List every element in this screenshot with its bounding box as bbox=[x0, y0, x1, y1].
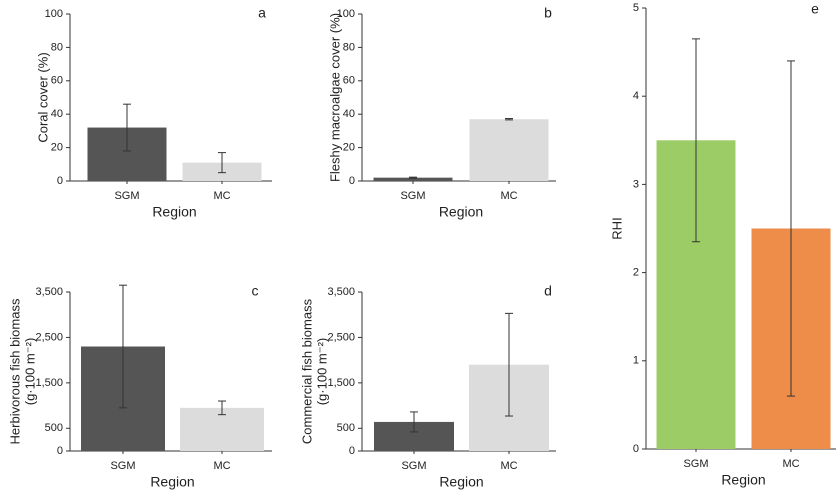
y-axis-label: Coral cover (%) bbox=[35, 52, 50, 142]
y-tick-label: 40 bbox=[51, 108, 63, 120]
panel-label: d bbox=[544, 283, 552, 299]
panel: 0 500 1,500 2,500 3,500 Herbivorous fish biom… bbox=[7, 283, 272, 490]
x-axis-label: Region bbox=[439, 474, 483, 490]
y-tick-label: 60 bbox=[343, 75, 355, 87]
y-tick-label: 20 bbox=[343, 142, 355, 154]
y-tick-label: 0 bbox=[349, 175, 355, 187]
y-tick-label: 2,500 bbox=[35, 331, 63, 343]
y-tick-label: 2 bbox=[633, 267, 639, 279]
y-axis-label: RHI bbox=[609, 217, 624, 239]
panel-label: c bbox=[252, 283, 259, 299]
y-tick-label: 0 bbox=[57, 175, 63, 187]
panel-label: a bbox=[258, 5, 266, 21]
y-tick-label: 40 bbox=[343, 108, 355, 120]
panel: 0 500 1,500 2,500 3,500 Commercial fish bioma… bbox=[299, 283, 556, 490]
x-tick-label: SGM bbox=[114, 190, 139, 202]
x-tick-label: MC bbox=[213, 460, 230, 472]
y-axis-label: Fleshy macroalgae cover (%) bbox=[327, 13, 342, 182]
y-axis-label: Herbivorous fish biomass bbox=[7, 298, 22, 444]
y-tick-label: 500 bbox=[45, 422, 63, 434]
y-tick-label: 3,500 bbox=[327, 286, 355, 298]
y-tick-label: 100 bbox=[45, 8, 63, 20]
y-tick-label: 0 bbox=[349, 445, 355, 457]
y-tick-label: 3 bbox=[633, 178, 639, 190]
y-tick-label: 60 bbox=[51, 75, 63, 87]
y-tick-label: 3,500 bbox=[35, 286, 63, 298]
x-tick-label: SGM bbox=[401, 460, 426, 472]
x-tick-label: MC bbox=[213, 190, 230, 202]
y-tick-label: 20 bbox=[51, 142, 63, 154]
x-tick-label: MC bbox=[782, 458, 799, 470]
y-tick-label: 80 bbox=[51, 41, 63, 53]
y-tick-label: 500 bbox=[337, 422, 355, 434]
panel-label: b bbox=[544, 5, 552, 21]
panel: 0 20 40 60 80 100 Coral cover (%) Region a SGM MC bbox=[35, 5, 272, 220]
bar bbox=[469, 119, 549, 181]
y-tick-label: 5 bbox=[633, 2, 639, 14]
y-tick-label: 4 bbox=[633, 90, 639, 102]
x-axis-label: Region bbox=[721, 472, 765, 488]
y-axis-label: Commercial fish biomass bbox=[299, 298, 314, 444]
x-tick-label: SGM bbox=[683, 458, 708, 470]
y-tick-label: 1 bbox=[633, 355, 639, 367]
y-axis-label: (g·100 m⁻²) bbox=[22, 338, 37, 406]
y-axis-label: (g·100 m⁻²) bbox=[314, 338, 329, 406]
bar bbox=[373, 177, 453, 181]
y-tick-label: 1,500 bbox=[35, 377, 63, 389]
y-tick-label: 1,500 bbox=[327, 377, 355, 389]
x-axis-label: Region bbox=[150, 474, 194, 490]
y-tick-label: 0 bbox=[633, 443, 639, 455]
x-tick-label: MC bbox=[500, 460, 517, 472]
y-tick-label: 80 bbox=[343, 41, 355, 53]
panel-label: e bbox=[811, 1, 819, 17]
x-tick-label: SGM bbox=[110, 460, 135, 472]
x-tick-label: MC bbox=[500, 190, 517, 202]
y-tick-label: 100 bbox=[337, 8, 355, 20]
x-axis-label: Region bbox=[439, 204, 483, 220]
y-tick-label: 0 bbox=[57, 445, 63, 457]
x-axis-label: Region bbox=[152, 204, 196, 220]
y-tick-label: 2,500 bbox=[327, 331, 355, 343]
panel: 0 1 2 3 4 5 RHI Region e SGM MC bbox=[609, 1, 836, 488]
x-tick-label: SGM bbox=[400, 190, 425, 202]
